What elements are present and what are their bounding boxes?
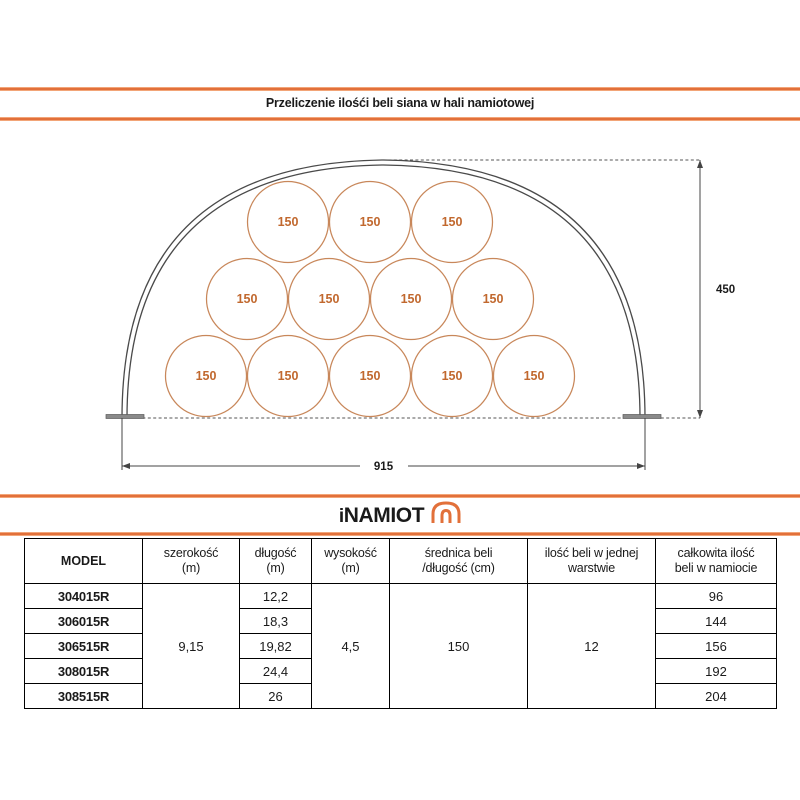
cell-total: 96	[655, 583, 777, 609]
bale-label: 150	[237, 292, 258, 306]
cell-total: 192	[655, 658, 777, 684]
header-line-1: szerokość	[163, 546, 219, 560]
logo-wordmark: iNAMIOT	[338, 503, 425, 527]
column-header-bale-diameter: średnica beli /długość (cm)	[389, 538, 528, 584]
header-line-1: długość	[254, 546, 297, 560]
tent-arch-icon	[431, 500, 461, 530]
bale-m1	[205, 257, 289, 341]
cell-diameter-merged: 150	[389, 583, 528, 709]
bale-t2	[328, 180, 412, 264]
cell-length: 12,2	[239, 583, 312, 609]
cell-per-layer-merged: 12	[527, 583, 656, 709]
cell-length: 18,3	[239, 608, 312, 634]
bale-label: 150	[442, 369, 463, 383]
header-line-2: (m)	[341, 561, 360, 575]
header-line-2: beli w namiocie	[674, 561, 758, 575]
bale-b5	[492, 334, 576, 418]
table-row: 304015R 9,15 12,2 4,5 150 12 96	[24, 583, 777, 709]
bale-b1	[164, 334, 248, 418]
specification-table: MODEL szerokość (m) długość (m) wysokość…	[24, 538, 777, 709]
column-header-height: wysokość (m)	[311, 538, 390, 584]
column-header-length: długość (m)	[239, 538, 312, 584]
cell-total: 144	[655, 608, 777, 634]
bale-t1	[246, 180, 330, 264]
header-line-2: /długość (cm)	[422, 561, 495, 575]
bale-label: 150	[360, 369, 381, 383]
bale-b2	[246, 334, 330, 418]
divider-above-logo	[0, 494, 800, 498]
divider-under-logo	[0, 532, 800, 536]
cell-height-merged: 4,5	[311, 583, 390, 709]
divider-top	[0, 87, 800, 91]
bale-label: 150	[278, 369, 299, 383]
cell-total: 156	[655, 633, 777, 659]
table-header-row: MODEL szerokość (m) długość (m) wysokość…	[24, 538, 777, 584]
bale-b3	[328, 334, 412, 418]
bale-t3	[410, 180, 494, 264]
bale-stack	[164, 180, 576, 418]
bale-label: 150	[524, 369, 545, 383]
column-header-model: MODEL	[24, 538, 143, 584]
height-dimension-label: 450	[716, 284, 735, 296]
cell-length: 19,82	[239, 633, 312, 659]
logo-word: NAMIOT	[343, 503, 425, 527]
cell-model: 308015R	[24, 658, 143, 684]
bale-label: 150	[196, 369, 217, 383]
header-line-1: średnica beli	[424, 546, 493, 560]
bale-label: 150	[319, 292, 340, 306]
tent-arch-outer	[121, 159, 646, 419]
width-dimension-label: 915	[374, 461, 394, 473]
cell-model: 306015R	[24, 608, 143, 634]
divider-under-title	[0, 117, 800, 121]
bale-label: 150	[360, 215, 381, 229]
width-dimension	[121, 418, 646, 470]
header-line-1: ilość beli w jednej	[544, 546, 639, 560]
height-dimension	[697, 160, 703, 418]
bale-label: 150	[483, 292, 504, 306]
page-title: Przeliczenie ilośći beli siana w hali na…	[265, 96, 535, 110]
header-line-2: (m)	[266, 561, 285, 575]
brand-logo: iNAMIOT	[0, 498, 800, 532]
column-header-total-bales: całkowita ilość beli w namiocie	[655, 538, 777, 584]
tent-arch-inner	[126, 164, 641, 419]
column-header-bales-per-layer: ilość beli w jednej warstwie	[527, 538, 656, 584]
bale-b4	[410, 334, 494, 418]
cell-width-merged: 9,15	[142, 583, 240, 709]
header-line-2: warstwie	[567, 561, 616, 575]
bale-labels: 150 150 150 150 150 150 150 150 150 150 …	[196, 215, 545, 383]
bale-label: 150	[401, 292, 422, 306]
header-line-2: (m)	[181, 561, 201, 575]
cell-model: 304015R	[24, 583, 143, 609]
header-line-1: wysokość	[324, 546, 377, 560]
table-row: 306515R 19,82 156	[24, 633, 777, 659]
bale-m2	[287, 257, 371, 341]
bale-m4	[451, 257, 535, 341]
footing-right	[622, 414, 662, 419]
tent-cross-section-diagram: 150 150 150 150 150 150 150 150 150 150 …	[0, 130, 800, 490]
cell-length: 26	[239, 683, 312, 709]
bale-label: 150	[278, 215, 299, 229]
cell-total: 204	[655, 683, 777, 709]
bale-m3	[369, 257, 453, 341]
logo-lead: i	[338, 505, 344, 527]
header-line-1: całkowita ilość	[677, 546, 755, 560]
bale-label: 150	[442, 215, 463, 229]
cell-model: 308515R	[24, 683, 143, 709]
column-header-width: szerokość (m)	[142, 538, 240, 584]
table-row: 308515R 26 204	[24, 683, 777, 709]
cell-length: 24,4	[239, 658, 312, 684]
cell-model: 306515R	[24, 633, 143, 659]
footing-left	[105, 414, 145, 419]
